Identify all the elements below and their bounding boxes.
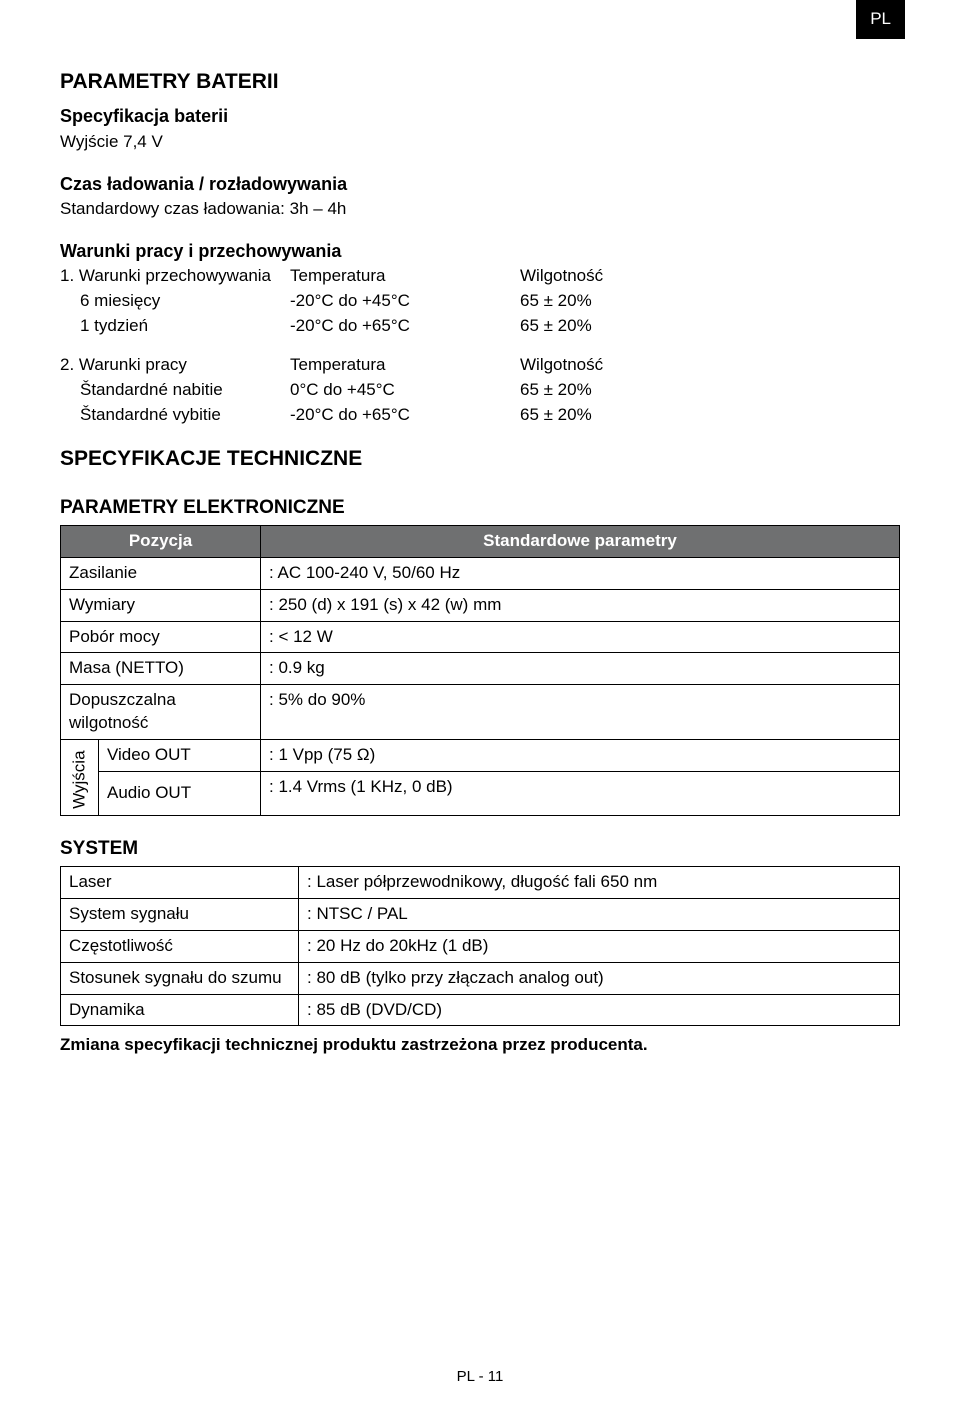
table-row: Częstotliwość : 20 Hz do 20kHz (1 dB): [61, 930, 900, 962]
page-content: PARAMETRY BATERII Specyfikacja baterii W…: [0, 0, 960, 1057]
table-row: Laser : Laser półprzewodnikowy, długość …: [61, 866, 900, 898]
operating-row-hum: 65 ± 20%: [520, 404, 900, 427]
storage-col-temp: Temperatura: [290, 265, 520, 288]
page-number: PL - 11: [0, 1367, 960, 1387]
row-label: Masa (NETTO): [61, 653, 261, 685]
storage-row-heading: 1. Warunki przechowywania: [60, 265, 290, 288]
output-voltage-line: Wyjście 7,4 V: [60, 131, 900, 154]
storage-row-hum: 65 ± 20%: [520, 290, 900, 313]
row-label: Wymiary: [61, 589, 261, 621]
operating-col-temp: Temperatura: [290, 354, 520, 377]
operating-row-label: Štandardné nabitie: [60, 379, 290, 402]
outputs-group-label: Wyjścia: [61, 740, 99, 816]
storage-conditions-grid: 1. Warunki przechowywania Temperatura Wi…: [60, 265, 900, 338]
row-label: Video OUT: [99, 740, 261, 772]
row-value: : 80 dB (tylko przy złączach analog out): [299, 962, 900, 994]
row-value: : 250 (d) x 191 (s) x 42 (w) mm: [261, 589, 900, 621]
table-row: System sygnału : NTSC / PAL: [61, 898, 900, 930]
storage-row-temp: -20°C do +45°C: [290, 290, 520, 313]
tech-spec-heading: SPECYFIKACJE TECHNICZNE: [60, 445, 900, 473]
operating-row-heading: 2. Warunki pracy: [60, 354, 290, 377]
row-label: Stosunek sygnału do szumu: [61, 962, 299, 994]
row-label: Laser: [61, 866, 299, 898]
table-header-standard: Standardowe parametry: [261, 525, 900, 557]
table-row: Zasilanie : AC 100-240 V, 50/60 Hz: [61, 557, 900, 589]
conditions-heading: Warunki pracy i przechowywania: [60, 239, 900, 263]
row-label: Pobór mocy: [61, 621, 261, 653]
charge-heading: Czas ładowania / rozładowywania: [60, 172, 900, 196]
language-tab: PL: [856, 0, 905, 39]
row-label: Dopuszczalna wilgotność: [61, 685, 261, 740]
operating-conditions-grid: 2. Warunki pracy Temperatura Wilgotność …: [60, 354, 900, 427]
system-table: Laser : Laser półprzewodnikowy, długość …: [60, 866, 900, 1027]
row-label: Audio OUT: [99, 772, 261, 816]
battery-spec-subheading: Specyfikacja baterii: [60, 104, 900, 128]
battery-spec-block: Specyfikacja baterii Wyjście 7,4 V: [60, 104, 900, 153]
operating-row-temp: 0°C do +45°C: [290, 379, 520, 402]
row-value: : Laser półprzewodnikowy, długość fali 6…: [299, 866, 900, 898]
operating-row-hum: 65 ± 20%: [520, 379, 900, 402]
row-value: : 0.9 kg: [261, 653, 900, 685]
row-value: : 1 Vpp (75 Ω): [261, 740, 900, 772]
table-row: Dynamika : 85 dB (DVD/CD): [61, 994, 900, 1026]
battery-params-heading: PARAMETRY BATERII: [60, 68, 900, 96]
operating-row-temp: -20°C do +65°C: [290, 404, 520, 427]
row-value: : 5% do 90%: [261, 685, 900, 740]
operating-col-hum: Wilgotność: [520, 354, 900, 377]
table-row: Wymiary : 250 (d) x 191 (s) x 42 (w) mm: [61, 589, 900, 621]
row-value: : 85 dB (DVD/CD): [299, 994, 900, 1026]
row-value: : 1.4 Vrms (1 KHz, 0 dB): [261, 772, 900, 816]
row-value: : 20 Hz do 20kHz (1 dB): [299, 930, 900, 962]
table-row: Stosunek sygnału do szumu : 80 dB (tylko…: [61, 962, 900, 994]
storage-row-label: 1 tydzień: [60, 315, 290, 338]
storage-col-hum: Wilgotność: [520, 265, 900, 288]
row-value: : < 12 W: [261, 621, 900, 653]
storage-row-label: 6 miesięcy: [60, 290, 290, 313]
charge-line: Standardowy czas ładowania: 3h – 4h: [60, 198, 900, 221]
table-row: Audio OUT : 1.4 Vrms (1 KHz, 0 dB): [61, 772, 900, 816]
table-row: Dopuszczalna wilgotność : 5% do 90%: [61, 685, 900, 740]
storage-row-temp: -20°C do +65°C: [290, 315, 520, 338]
table-header-position: Pozycja: [61, 525, 261, 557]
row-value: : AC 100-240 V, 50/60 Hz: [261, 557, 900, 589]
row-label: Częstotliwość: [61, 930, 299, 962]
table-row: Pobór mocy : < 12 W: [61, 621, 900, 653]
charge-block: Czas ładowania / rozładowywania Standard…: [60, 172, 900, 221]
row-label: Zasilanie: [61, 557, 261, 589]
row-label: System sygnału: [61, 898, 299, 930]
row-value: : NTSC / PAL: [299, 898, 900, 930]
table-row: Wyjścia Video OUT : 1 Vpp (75 Ω): [61, 740, 900, 772]
conditions-block: Warunki pracy i przechowywania 1. Warunk…: [60, 239, 900, 427]
system-heading: SYSTEM: [60, 836, 900, 862]
elec-params-heading: PARAMETRY ELEKTRONICZNE: [60, 495, 900, 521]
storage-row-hum: 65 ± 20%: [520, 315, 900, 338]
operating-row-label: Štandardné vybitie: [60, 404, 290, 427]
electronic-params-table: Pozycja Standardowe parametry Zasilanie …: [60, 525, 900, 816]
disclaimer-note: Zmiana specyfikacji technicznej produktu…: [60, 1034, 900, 1057]
row-label: Dynamika: [61, 994, 299, 1026]
table-row: Masa (NETTO) : 0.9 kg: [61, 653, 900, 685]
